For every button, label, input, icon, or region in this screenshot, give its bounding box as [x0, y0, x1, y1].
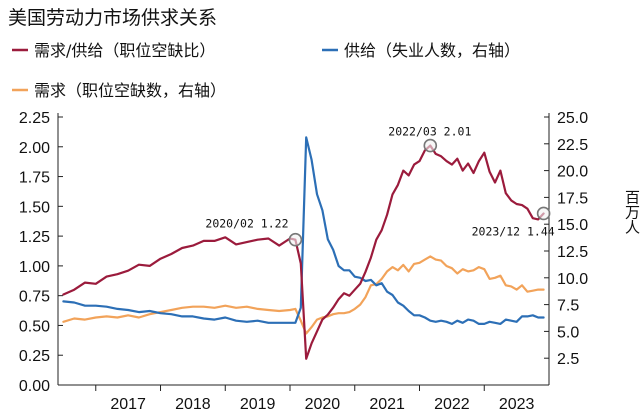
series-layer [62, 136, 545, 360]
series-line-3 [62, 255, 545, 335]
chart-title: 美国劳动力市场供求关系 [8, 7, 217, 29]
left-tick-label-8: 2.00 [19, 140, 50, 157]
legend-label-2: 供给（失业人数，右轴） [344, 41, 520, 60]
left-tick-label-5: 1.25 [19, 229, 50, 246]
left-tick-label-4: 1.00 [19, 259, 50, 276]
right-tick-label-3: 10.0 [557, 271, 588, 288]
right-tick-label-7: 20.0 [557, 164, 588, 181]
chart-legend: 需求/供给（职位空缺比） 供给（失业人数，右轴） 需求（职位空缺数，右轴） [12, 41, 520, 100]
left-tick-label-0: 0.00 [19, 378, 50, 395]
series-line-1 [62, 144, 545, 360]
annotation-label-2: 2022/03 2.01 [388, 125, 471, 139]
annotation-marker-1 [288, 232, 303, 247]
right-tick-label-8: 22.5 [557, 137, 588, 154]
annotation-marker-2 [423, 138, 438, 153]
right-tick-label-0: 2.5 [557, 351, 579, 368]
x-tick-label-6: 2023 [499, 396, 535, 413]
right-tick-label-1: 5.0 [557, 324, 579, 341]
right-tick-label-6: 17.5 [557, 190, 588, 207]
left-tick-label-3: 0.75 [19, 289, 50, 306]
legend-label-3: 需求（职位空缺数，右轴） [34, 81, 226, 100]
series-line-2 [62, 136, 545, 325]
annotation-label-1: 2020/02 1.22 [205, 217, 288, 231]
annotation-label-3: 2023/12 1.44 [472, 224, 555, 238]
left-tick-label-2: 0.50 [19, 318, 50, 335]
x-tick-label-2: 2019 [240, 396, 276, 413]
x-tick-label-3: 2020 [305, 396, 341, 413]
x-tick-label-0: 2017 [110, 396, 146, 413]
left-y-axis: 0.00 0.25 0.50 0.75 1.00 1.25 1.50 1.75 2.00 2.25 [19, 110, 63, 395]
right-tick-label-4: 12.5 [557, 244, 588, 261]
left-tick-label-9: 2.25 [19, 110, 50, 127]
annotation-layer: 2020/02 1.22 2022/03 2.01 2023/12 1.44 [205, 125, 555, 247]
left-tick-label-6: 1.50 [19, 199, 50, 216]
x-tick-label-5: 2022 [434, 396, 470, 413]
right-y-axis: 2.5 5.0 7.5 10.0 12.5 15.0 17.5 20.0 22.5 25.0 百万人 [544, 110, 640, 385]
right-tick-label-9: 25.0 [557, 110, 588, 127]
annotation-marker-3 [536, 206, 551, 221]
right-tick-label-5: 15.0 [557, 217, 588, 234]
legend-label-1: 需求/供给（职位空缺比） [34, 41, 215, 60]
left-tick-label-7: 1.75 [19, 170, 50, 187]
right-tick-label-2: 7.5 [557, 298, 579, 315]
x-axis: 2017 2018 2019 2020 2021 2022 2023 [58, 384, 549, 413]
left-tick-label-1: 0.25 [19, 348, 50, 365]
x-tick-label-1: 2018 [175, 396, 211, 413]
x-tick-label-4: 2021 [369, 396, 405, 413]
right-axis-unit-label: 百万人 [623, 190, 640, 235]
